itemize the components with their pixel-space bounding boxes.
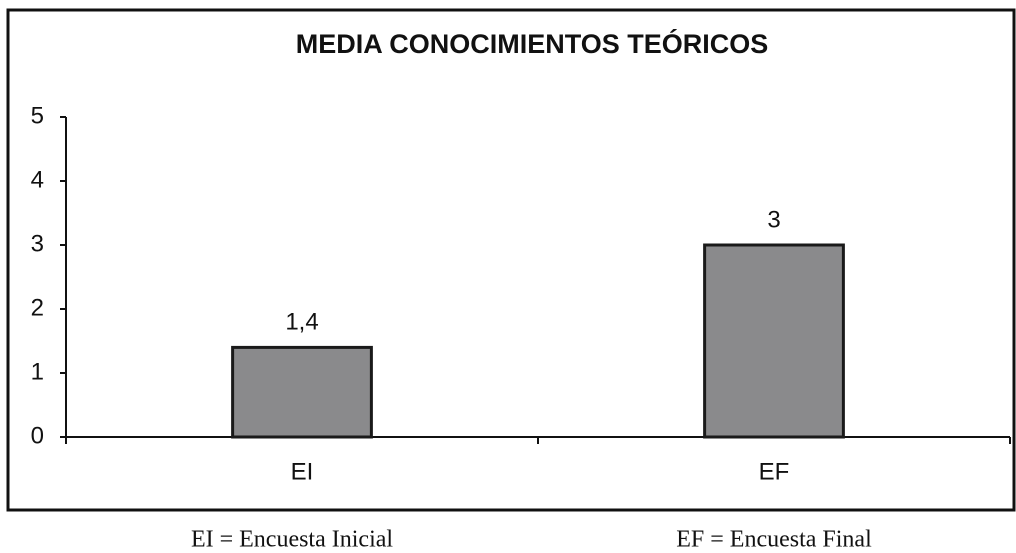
bar [231,345,373,439]
footnote: EF = Encuesta Final [676,527,872,553]
value-label: 3 [767,206,780,233]
y-tick-label: 3 [31,230,44,257]
bar [703,243,845,439]
y-tick-label: 0 [31,422,44,449]
y-tick-label: 1 [31,358,44,385]
footnote: EI = Encuesta Inicial [191,527,393,553]
y-tick-label: 4 [31,166,44,193]
x-tick-label: EF [759,458,790,485]
y-tick-label: 5 [31,102,44,129]
y-tick-label: 2 [31,294,44,321]
chart-title: MEDIA CONOCIMIENTOS TEÓRICOS [296,28,769,59]
chart-frame [6,8,1016,512]
value-label: 1,4 [285,309,318,336]
x-tick-label: EI [291,458,314,485]
